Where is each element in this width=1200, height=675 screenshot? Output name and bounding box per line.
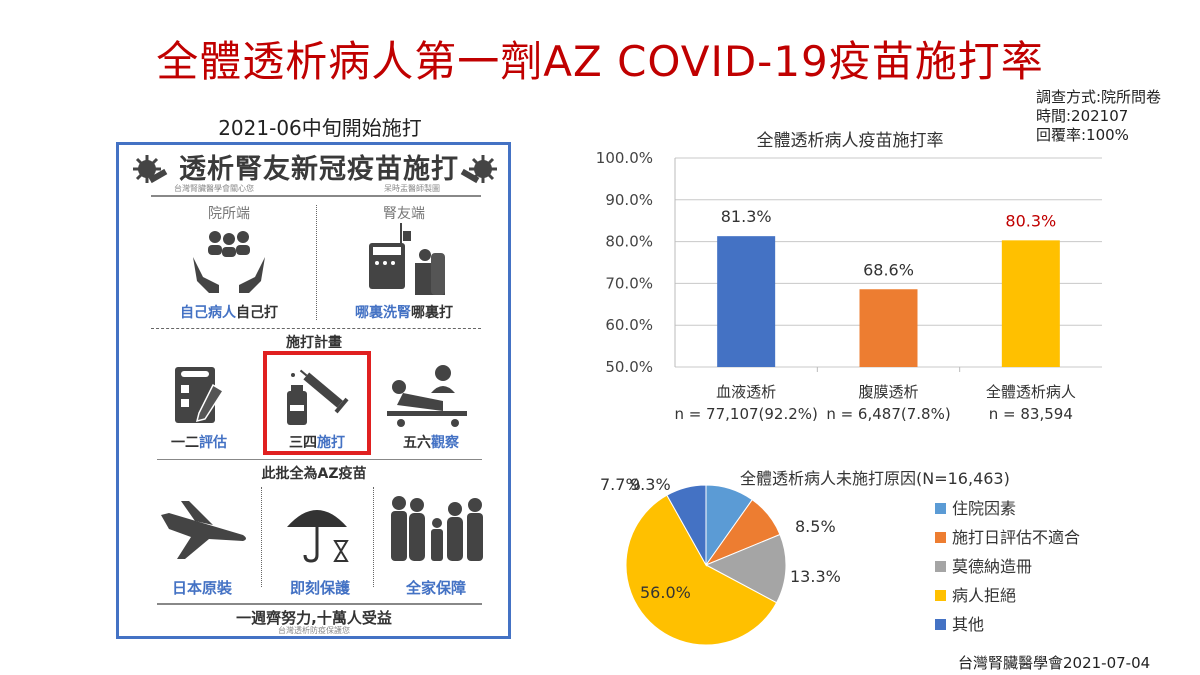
pie-value-label: 7.7% xyxy=(600,475,641,494)
clinic-side-title: 院所端 xyxy=(208,206,250,222)
bar-value-label: 80.3% xyxy=(1005,211,1056,230)
pie-slice xyxy=(704,533,787,604)
survey-response-rate: 回覆率:100% xyxy=(1036,126,1129,144)
umbrella-hourglass-icon xyxy=(287,510,349,563)
legend-swatch xyxy=(935,503,946,514)
divider xyxy=(151,328,481,329)
divider xyxy=(157,459,482,460)
benefit-japan: 日本原裝 xyxy=(171,579,232,597)
y-tick-label: 90.0% xyxy=(605,191,653,209)
bar-chart-title: 全體透析病人疫苗施打率 xyxy=(757,131,944,151)
legend-swatch xyxy=(935,561,946,572)
checklist-icon xyxy=(175,367,225,423)
step-observe: 五六觀察 xyxy=(403,435,459,451)
legend-label: 莫德納造冊 xyxy=(952,557,1032,576)
bar-value-label: 68.6% xyxy=(863,260,914,279)
legend-label: 其他 xyxy=(952,615,984,634)
x-category-label: 全體透析病人 xyxy=(986,383,1076,401)
dialysis-machine-icon xyxy=(369,223,445,295)
patient-side-caption: 哪裏洗腎哪裏打 xyxy=(355,305,453,321)
infographic-caption: 2021-06中旬開始施打 xyxy=(218,116,422,140)
infographic-header: 透析腎友新冠疫苗施打 xyxy=(179,154,459,185)
legend-swatch xyxy=(935,590,946,601)
credit-right: 呆時盂醫師製圖 xyxy=(384,184,440,193)
survey-time: 時間:202107 xyxy=(1036,107,1129,125)
patient-bed-icon xyxy=(387,365,467,427)
x-category-label: 腹膜透析 xyxy=(858,383,918,401)
clinic-side-caption: 自己病人自己打 xyxy=(180,305,278,321)
y-tick-label: 100.0% xyxy=(596,149,653,167)
bar-chart: 全體透析病人疫苗施打率 50.0% 60.0% 70.0% 80.0% 90.0% 100… xyxy=(580,120,1120,440)
airplane-icon xyxy=(161,501,246,559)
credit-left: 台灣腎臟醫學會關心您 xyxy=(174,184,254,193)
pie-value-label: 56.0% xyxy=(640,583,691,602)
divider xyxy=(316,205,317,320)
pie-chart: 全體透析病人未施打原因(N=16,463) 9.3% 8.5% 13.3% 56.0%… xyxy=(590,462,1150,652)
step-inject: 三四施打 xyxy=(289,435,345,451)
bar-chart-canvas: 全體透析病人疫苗施打率 50.0% 60.0% 70.0% 80.0% 90.0% 100… xyxy=(596,131,1102,423)
pie-value-label: 8.5% xyxy=(795,517,836,536)
divider xyxy=(151,195,481,197)
legend-label: 施打日評估不適合 xyxy=(952,528,1080,547)
pie-chart-canvas: 全體透析病人未施打原因(N=16,463) 9.3% 8.5% 13.3% 56.0%… xyxy=(600,469,1080,646)
patient-side-title: 腎友端 xyxy=(383,206,425,222)
family-icon xyxy=(391,496,483,561)
bar-value-label: 81.3% xyxy=(721,207,772,226)
y-tick-label: 60.0% xyxy=(605,316,653,334)
survey-method: 調查方式:院所問卷 xyxy=(1036,88,1162,106)
bar xyxy=(1001,240,1060,367)
plan-title: 施打計畫 xyxy=(286,335,342,351)
pie-value-label: 9.3% xyxy=(630,475,671,494)
slogan-sub: 台灣透析防疫保護您 xyxy=(278,626,350,635)
pie-value-label: 13.3% xyxy=(790,567,841,586)
legend-label: 病人拒絕 xyxy=(952,586,1016,605)
footer-credit: 台灣腎臟醫學會2021-07-04 xyxy=(958,654,1151,672)
divider xyxy=(157,603,482,605)
divider xyxy=(261,487,262,587)
divider xyxy=(373,487,374,587)
legend-label: 住院因素 xyxy=(952,499,1016,518)
batch-title: 此批全為AZ疫苗 xyxy=(261,466,367,482)
page-title: 全體透析病人第一劑AZ COVID-19疫苗施打率 xyxy=(156,37,1044,86)
syringe-vial-icon xyxy=(287,369,349,425)
x-category-label: 血液透析 xyxy=(716,383,776,401)
pie-slice xyxy=(625,494,778,646)
bar xyxy=(717,236,776,367)
x-category-sublabel: n = 83,594 xyxy=(989,405,1073,423)
x-category-sublabel: n = 77,107(92.2%) xyxy=(674,405,817,423)
x-category-sublabel: n = 6,487(7.8%) xyxy=(826,405,950,423)
hands-people-icon xyxy=(193,231,265,293)
highlight-box xyxy=(263,351,371,455)
y-tick-label: 80.0% xyxy=(605,233,653,251)
legend-swatch xyxy=(935,532,946,543)
infographic: 透析腎友新冠疫苗施打 台灣腎臟醫學會關心您 呆時盂醫師製圖 院所端 腎友端 自己… xyxy=(116,142,511,639)
y-tick-label: 50.0% xyxy=(605,358,653,376)
bar xyxy=(859,289,918,367)
benefit-family: 全家保障 xyxy=(405,579,466,597)
virus-syringe-icon xyxy=(133,155,168,184)
y-tick-label: 70.0% xyxy=(605,274,653,292)
slogan: 一週齊努力,十萬人受益 xyxy=(236,609,392,627)
virus-syringe-icon xyxy=(460,155,497,184)
legend-swatch xyxy=(935,619,946,630)
step-assess: 一二評估 xyxy=(171,435,227,451)
benefit-protection: 即刻保護 xyxy=(289,579,350,597)
pie-chart-title: 全體透析病人未施打原因(N=16,463) xyxy=(740,469,1010,488)
survey-meta: 調查方式:院所問卷 時間:202107 回覆率:100% xyxy=(1036,88,1161,145)
pie-slice xyxy=(666,484,707,567)
